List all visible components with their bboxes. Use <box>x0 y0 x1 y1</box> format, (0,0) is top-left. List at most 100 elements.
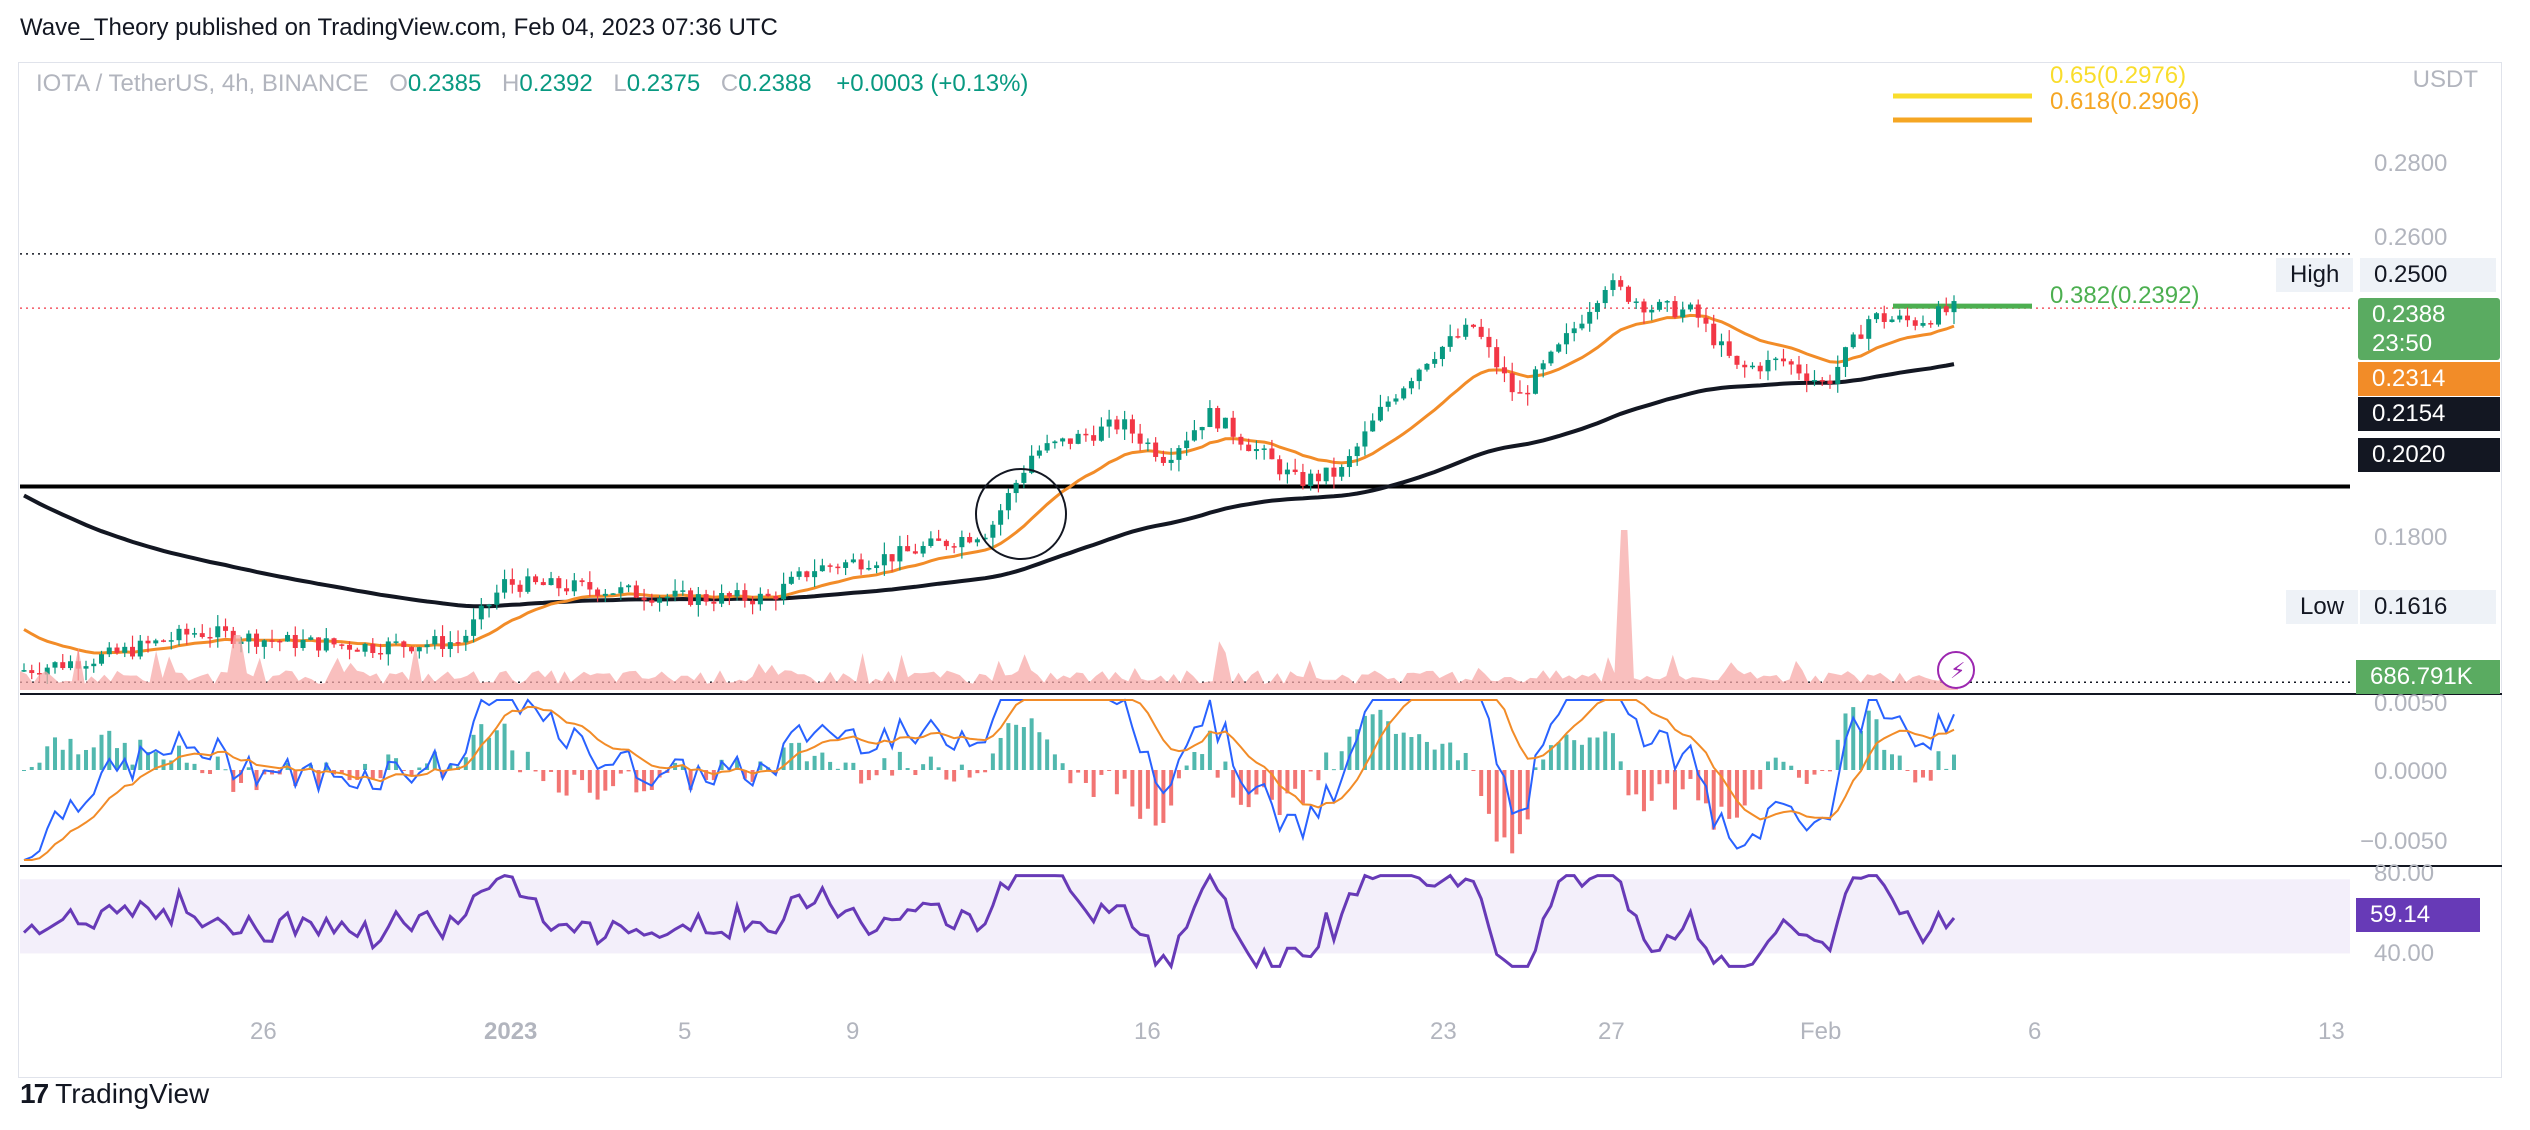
macd-histogram-bar <box>750 770 755 782</box>
candle-body <box>1858 334 1864 339</box>
candle-body <box>1238 436 1244 445</box>
macd-histogram-bar <box>208 770 213 775</box>
candle-body <box>486 604 492 607</box>
macd-histogram-bar <box>502 723 507 770</box>
candle-body <box>29 670 35 674</box>
candle-body <box>254 633 260 647</box>
candle-body <box>1780 358 1786 362</box>
candle-body <box>331 638 337 645</box>
candle-body <box>339 644 345 646</box>
legend-symbol: IOTA / TetherUS, 4h, BINANCE <box>36 70 369 97</box>
candle-body <box>587 582 593 590</box>
candle-body <box>1765 359 1771 372</box>
macd-histogram-bar <box>874 770 879 776</box>
macd-histogram-bar <box>928 756 933 770</box>
macd-histogram-bar <box>1913 770 1918 783</box>
candle-body <box>316 637 322 651</box>
candle-body <box>1594 303 1600 312</box>
macd-histogram-bar <box>1657 770 1662 785</box>
macd-histogram-bar <box>618 770 623 774</box>
candle-body <box>1416 369 1422 382</box>
candle-body <box>850 559 856 563</box>
macd-histogram-bar <box>541 770 546 782</box>
rsi-tick-40: 40.00 <box>2374 940 2435 967</box>
high-label: High <box>2276 258 2354 292</box>
macd-histogram-bar <box>1773 757 1778 770</box>
candle-body <box>579 580 585 583</box>
macd-histogram-bar <box>580 770 585 781</box>
macd-histogram-bar <box>1440 743 1445 770</box>
macd-histogram-bar <box>1370 714 1375 770</box>
macd-histogram-bar <box>905 768 910 770</box>
macd-histogram-bar <box>851 762 856 770</box>
macd-histogram-bar <box>1285 770 1290 794</box>
macd-histogram-bar <box>169 760 174 770</box>
candle-body <box>409 647 415 652</box>
macd-histogram-bar <box>1897 755 1902 770</box>
macd-histogram-bar <box>1200 754 1205 770</box>
macd-histogram-bar <box>254 770 259 791</box>
macd-histogram-bar <box>1858 730 1863 770</box>
macd-histogram-bar <box>735 758 740 770</box>
candle-body <box>1556 344 1562 352</box>
macd-histogram-bar <box>1665 770 1670 784</box>
candle-body <box>998 510 1004 525</box>
macd-histogram-bar <box>1556 742 1561 770</box>
macd-histogram-bar <box>742 770 747 779</box>
candle-body <box>21 670 27 672</box>
macd-histogram-bar <box>239 770 244 783</box>
macd-histogram-bar <box>130 764 135 770</box>
ema200-value-tag: 0.2154 <box>2358 397 2500 431</box>
candle-body <box>905 546 911 552</box>
macd-histogram-bar <box>1355 729 1360 770</box>
macd-histogram-bar <box>1223 761 1228 770</box>
candle-body <box>1866 319 1872 339</box>
candle-body <box>1525 392 1531 395</box>
volume-layer: ⚡ <box>20 530 1975 690</box>
candle-body <box>858 559 864 570</box>
candle-body <box>1928 323 1934 325</box>
candle-body <box>1044 443 1050 451</box>
candle-body <box>688 590 694 605</box>
candle-body <box>137 640 143 657</box>
candle-body <box>1742 364 1748 368</box>
candle-body <box>447 642 453 649</box>
candle-body <box>285 634 291 642</box>
candle-body <box>1951 301 1957 313</box>
time-label-26: 26 <box>250 1018 277 1045</box>
macd-histogram-bar <box>409 770 414 777</box>
macd-histogram-bar <box>1300 770 1305 804</box>
candle-body <box>1323 467 1329 482</box>
candle-body <box>1129 419 1135 434</box>
macd-histogram-bar <box>1827 770 1832 772</box>
macd-histogram-bar <box>494 730 499 770</box>
macd-histogram-bar <box>1424 741 1429 770</box>
macd-histogram-bar <box>642 770 647 792</box>
macd-histogram-bar <box>1045 739 1050 770</box>
macd-histogram-bar <box>1734 770 1739 818</box>
macd-histogram-bar <box>1254 770 1259 795</box>
macd-histogram-bar <box>99 734 104 770</box>
macd-histogram-bar <box>440 770 445 778</box>
macd-histogram-bar <box>1130 770 1135 807</box>
macd-histogram-bar <box>1486 770 1491 814</box>
candle-body <box>207 636 213 639</box>
candle-body <box>726 593 732 597</box>
candle-body <box>1517 392 1523 394</box>
macd-histogram-bar <box>401 770 406 771</box>
macd-histogram-bar <box>549 770 554 772</box>
candle-body <box>1153 442 1159 457</box>
candle-body <box>734 590 740 597</box>
macd-histogram-bar <box>1548 745 1553 770</box>
macd-histogram-bar <box>1579 744 1584 770</box>
macd-tick-top: 0.0050 <box>2374 690 2448 717</box>
macd-histogram-bar <box>1796 770 1801 778</box>
last-price: 0.2388 <box>2372 301 2446 328</box>
macd-histogram-bar <box>1021 727 1026 770</box>
legend-close: 0.2388 <box>738 70 812 97</box>
macd-histogram-bar <box>510 750 515 770</box>
candle-body <box>1385 401 1391 407</box>
candle-body <box>494 592 500 605</box>
time-label-23: 23 <box>1430 1018 1457 1045</box>
